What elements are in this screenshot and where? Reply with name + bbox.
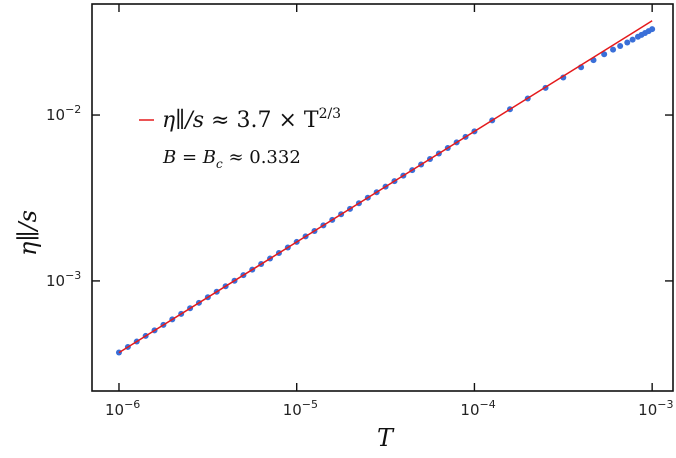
y-tick-label: 10−3 [46,269,81,290]
data-point [610,46,617,53]
data-point [629,36,636,43]
y-tick-label: 10−2 [46,103,81,124]
legend-label: η∥/s ≈ 3.7 × T2/3 [162,106,341,133]
legend: η∥/s ≈ 3.7 × T2/3 [139,106,341,133]
data-point [624,39,631,46]
plot-frame [91,3,674,392]
fit-line [118,20,653,354]
annotation-field-value: B = Bc ≈ 0.332 [162,147,301,171]
x-tick-label: 10−5 [283,398,318,419]
data-marks [115,20,656,356]
y-axis-label: η∥/s [14,210,42,256]
x-axis-label: T [377,424,395,452]
x-tick-label: 10−3 [638,398,673,419]
data-point [601,51,608,58]
data-point [649,26,656,33]
x-tick-label: 10−4 [460,398,495,419]
x-tick-label: 10−6 [105,398,140,419]
ticks: 10−6 10−5 10−4 10−3 10−3 10−2 [46,4,673,419]
data-point [617,43,624,50]
